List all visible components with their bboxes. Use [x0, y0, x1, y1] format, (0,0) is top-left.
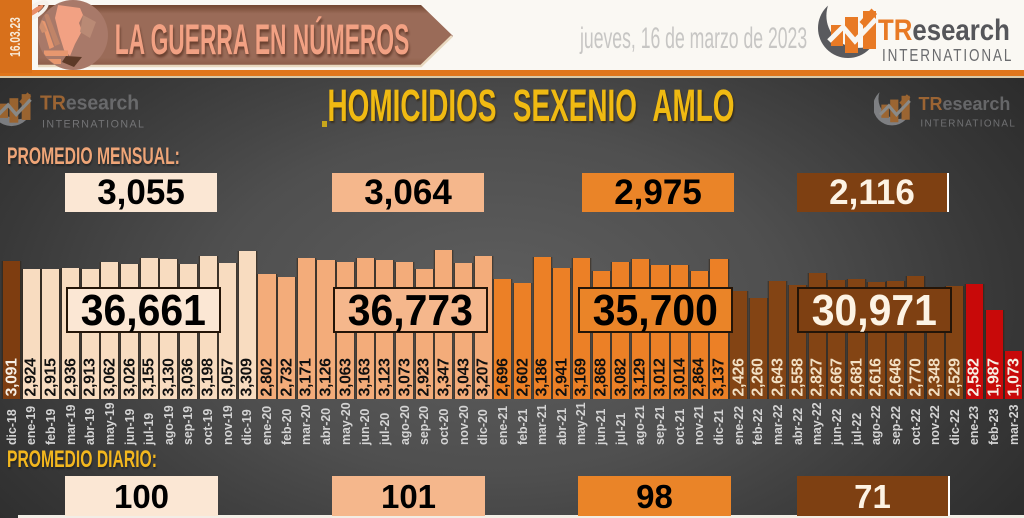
svg-text:INTERNATIONAL: INTERNATIONAL	[920, 119, 1016, 130]
svg-text:TResearch: TResearch	[878, 13, 1010, 46]
svg-text:TResearch: TResearch	[919, 93, 1011, 114]
svg-text:TResearch: TResearch	[40, 92, 139, 114]
svg-text:INTERNATIONAL: INTERNATIONAL	[42, 118, 145, 130]
svg-text:INTERNATIONAL: INTERNATIONAL	[882, 46, 1013, 65]
